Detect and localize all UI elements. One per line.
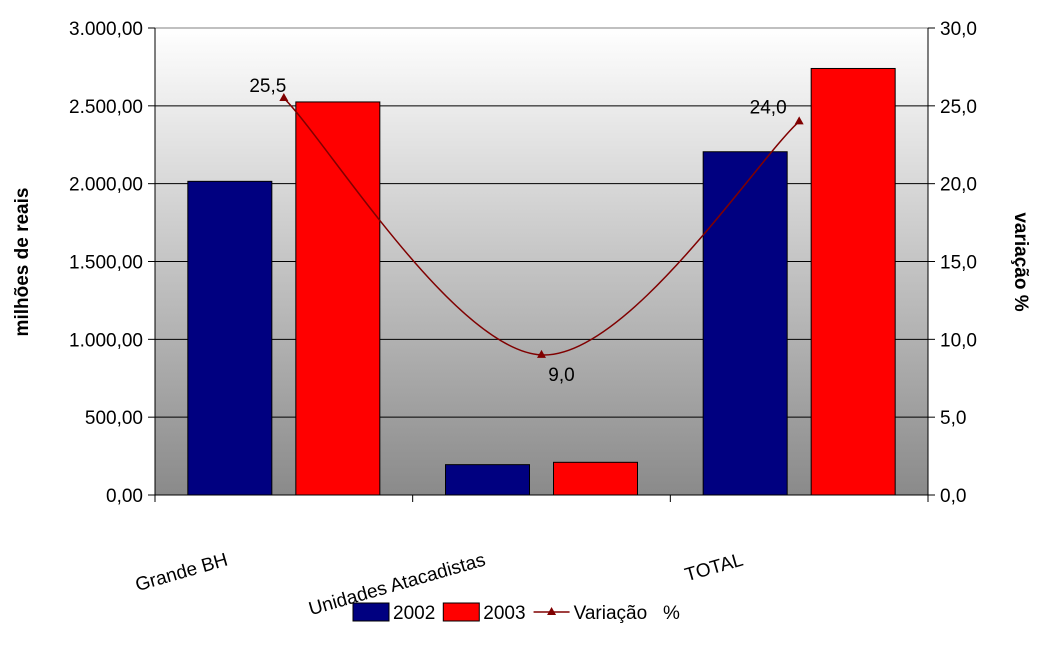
legend: 2002 2003 Variação % xyxy=(352,602,680,624)
bar-2003 xyxy=(810,67,896,496)
bar-2003 xyxy=(553,461,638,496)
y-tick-label: 1.000,00 xyxy=(69,330,143,351)
category-label: Grande BH xyxy=(133,550,230,596)
bar-2002 xyxy=(187,180,273,496)
legend-label: 2002 xyxy=(393,603,435,624)
right-axis-ticks: 0,0 5,0 10,0 15,0 20,0 25,0 30,0 xyxy=(940,19,977,507)
legend-label: Variação % xyxy=(574,603,680,624)
data-label: 24,0 xyxy=(750,97,787,118)
y-axis-title: milhões de reais xyxy=(12,188,33,337)
y-tick-label: 500,00 xyxy=(85,408,143,429)
bars xyxy=(187,67,896,496)
category-label: TOTAL xyxy=(683,550,746,587)
y2-tick-label: 30,0 xyxy=(940,19,977,40)
data-label: 9,0 xyxy=(548,365,574,386)
bar-2003 xyxy=(295,101,381,496)
variation-marker xyxy=(279,93,289,102)
y-tick-label: 0,00 xyxy=(106,486,143,507)
y2-axis-title: variação % xyxy=(1010,212,1031,311)
y-tick-label: 2.500,00 xyxy=(69,97,143,118)
y-tick-label: 3.000,00 xyxy=(69,19,143,40)
axes xyxy=(148,27,935,502)
bar-2002 xyxy=(702,151,788,496)
y2-tick-label: 25,0 xyxy=(940,97,977,118)
y2-tick-label: 20,0 xyxy=(940,175,977,196)
legend-swatch xyxy=(352,602,390,622)
legend-swatch xyxy=(442,602,480,622)
variation-marker xyxy=(794,116,804,125)
left-axis-ticks: 0,00 500,00 1.000,00 1.500,00 2.000,00 2.500,… xyxy=(69,19,143,507)
legend-label: 2003 xyxy=(483,603,525,624)
y2-tick-label: 0,0 xyxy=(940,486,966,507)
variation-marker xyxy=(537,349,546,358)
legend-marker xyxy=(547,607,557,615)
y2-tick-label: 10,0 xyxy=(940,330,977,351)
y2-tick-label: 5,0 xyxy=(940,408,966,429)
data-label: 25,5 xyxy=(249,76,286,97)
y2-tick-label: 15,0 xyxy=(940,253,977,274)
bar-2002 xyxy=(445,464,530,496)
y-tick-label: 1.500,00 xyxy=(69,253,143,274)
variation-line: 25,5 9,0 24,0 xyxy=(249,76,804,386)
y-tick-label: 2.000,00 xyxy=(69,175,143,196)
